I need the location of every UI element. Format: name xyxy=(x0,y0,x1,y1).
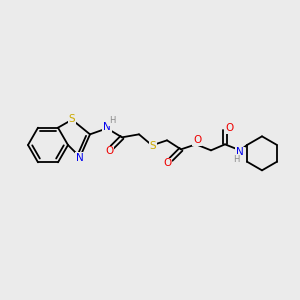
Text: S: S xyxy=(150,141,156,151)
Text: O: O xyxy=(193,135,201,145)
Text: H: H xyxy=(233,155,239,164)
Text: N: N xyxy=(236,147,244,157)
Text: O: O xyxy=(105,146,113,156)
Text: O: O xyxy=(226,123,234,133)
Text: S: S xyxy=(69,114,75,124)
Text: N: N xyxy=(103,122,111,132)
Text: H: H xyxy=(109,116,115,125)
Text: O: O xyxy=(163,158,171,168)
Text: N: N xyxy=(76,153,84,163)
